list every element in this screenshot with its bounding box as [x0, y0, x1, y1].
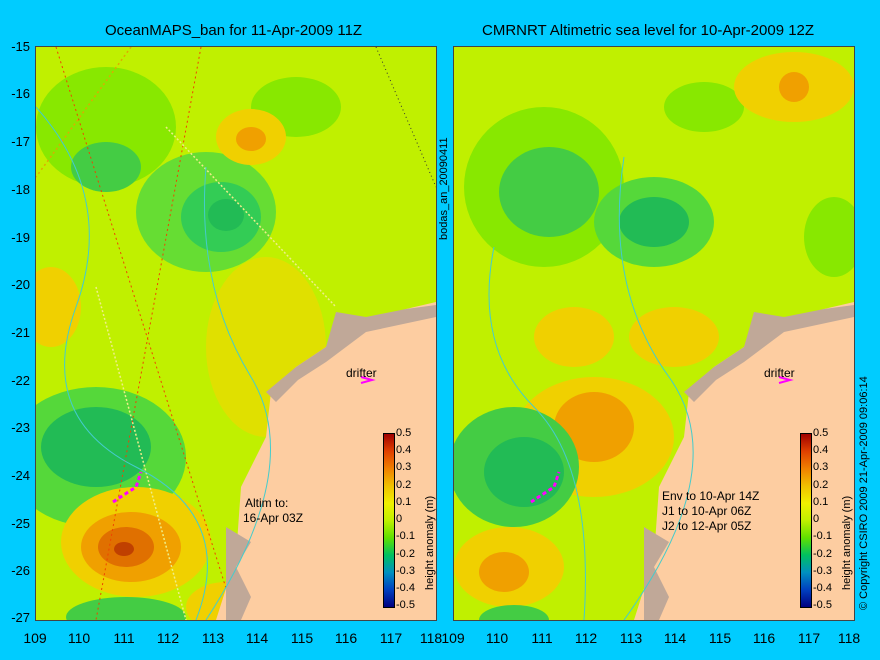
left-colorbar [383, 433, 395, 608]
cb-tick: -0.3 [813, 565, 832, 577]
env-line: J1 to 10-Apr 06Z [662, 504, 752, 518]
x-tick: 115 [708, 630, 732, 646]
cb-tick: 0.1 [396, 496, 412, 508]
cb-tick: 0.1 [813, 496, 829, 508]
x-tick: 114 [663, 630, 687, 646]
cb-tick: 0.2 [396, 479, 412, 491]
y-tick: -26 [11, 563, 30, 578]
y-tick: -20 [11, 277, 30, 292]
cb-tick: 0.5 [396, 427, 412, 439]
env-line: J2 to 12-Apr 05Z [662, 519, 752, 533]
x-tick: 117 [797, 630, 821, 646]
cb-tick: -0.5 [813, 599, 832, 611]
cb-tick: -0.4 [396, 582, 415, 594]
x-tick: 110 [67, 630, 91, 646]
y-tick: -22 [11, 373, 30, 388]
x-tick: 111 [113, 630, 135, 646]
right-colorbar [800, 433, 812, 608]
cb-tick: -0.4 [813, 582, 832, 594]
x-tick: 116 [334, 630, 358, 646]
cb-tick: -0.2 [396, 548, 415, 560]
cb-tick: -0.1 [813, 530, 832, 542]
x-tick: 109 [441, 630, 465, 646]
cb-tick: 0 [396, 513, 403, 525]
cb-tick: 0.3 [813, 461, 829, 473]
y-tick: -18 [11, 182, 30, 197]
cb-tick: -0.2 [813, 548, 832, 560]
analysis-id-label: bodas_an_20090411 [438, 137, 450, 240]
cb-tick: 0.2 [813, 479, 829, 491]
altim-label: Altim to: [245, 496, 289, 510]
cb-tick: -0.5 [396, 599, 415, 611]
cb-tick: -0.3 [396, 565, 415, 577]
x-tick: 115 [290, 630, 314, 646]
left-map[interactable] [35, 46, 437, 621]
y-tick: -19 [11, 230, 30, 245]
cb-tick: 0.5 [813, 427, 829, 439]
right-colorbar-label: height anomaly (m) [841, 495, 853, 590]
x-tick: 109 [23, 630, 47, 646]
right-map-title: CMRNRT Altimetric sea level for 10-Apr-2… [482, 22, 815, 39]
x-tick: 112 [574, 630, 598, 646]
y-tick: -16 [11, 86, 30, 101]
left-map-title: OceanMAPS_ban for 11-Apr-2009 11Z [105, 22, 363, 39]
y-tick: -17 [11, 134, 30, 149]
right-map-canvas [454, 47, 854, 620]
x-tick: 113 [619, 630, 643, 646]
right-map[interactable] [453, 46, 855, 621]
x-tick: 118 [419, 630, 443, 646]
y-tick: -15 [11, 39, 30, 54]
y-tick: -21 [11, 325, 30, 340]
x-tick: 114 [245, 630, 269, 646]
x-tick: 113 [201, 630, 225, 646]
y-tick: -23 [11, 420, 30, 435]
env-line: Env to 10-Apr 14Z [662, 489, 760, 503]
right-drifter-label: drifter [764, 366, 795, 380]
x-tick: 117 [379, 630, 403, 646]
cb-tick: 0 [813, 513, 820, 525]
x-tick: 116 [752, 630, 776, 646]
cb-tick: 0.4 [396, 444, 412, 456]
cb-tick: 0.3 [396, 461, 412, 473]
x-tick: 110 [485, 630, 509, 646]
x-tick: 118 [837, 630, 861, 646]
x-tick: 111 [531, 630, 553, 646]
copyright-label: © Copyright CSIRO 2009 21-Apr-2009 09:06… [858, 376, 870, 610]
left-map-canvas [36, 47, 436, 620]
left-colorbar-label: height anomaly (m) [424, 495, 436, 590]
y-tick: -24 [11, 468, 30, 483]
cb-tick: -0.1 [396, 530, 415, 542]
y-tick: -27 [11, 610, 30, 625]
y-tick: -25 [11, 516, 30, 531]
x-tick: 112 [156, 630, 180, 646]
left-drifter-label: drifter [346, 366, 377, 380]
altim-date: 16-Apr 03Z [243, 511, 304, 525]
cb-tick: 0.4 [813, 444, 829, 456]
